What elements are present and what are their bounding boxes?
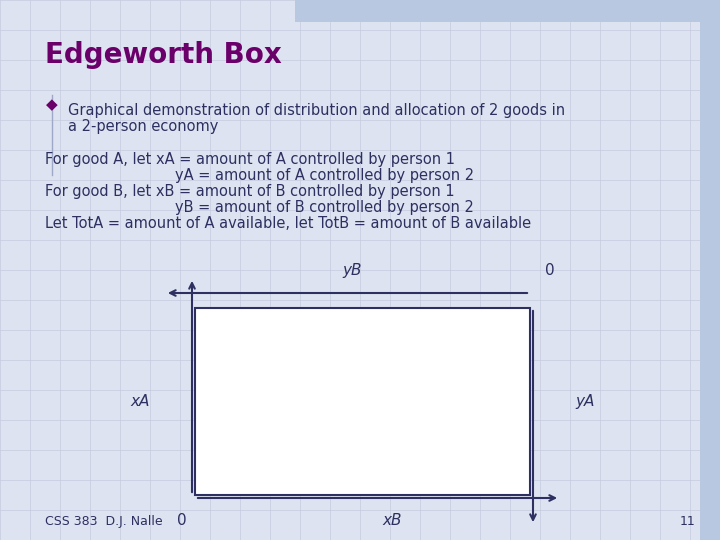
Text: 0: 0: [177, 513, 187, 528]
Text: CSS 383  D.J. Nalle: CSS 383 D.J. Nalle: [45, 515, 163, 528]
Text: Let TotA = amount of A available, let TotB = amount of B available: Let TotA = amount of A available, let To…: [45, 216, 531, 231]
Text: yB = amount of B controlled by person 2: yB = amount of B controlled by person 2: [175, 200, 474, 215]
Text: ◆: ◆: [46, 98, 58, 112]
Bar: [295, 0, 720, 22]
Text: For good A, let xA = amount of A controlled by person 1: For good A, let xA = amount of A control…: [45, 152, 455, 167]
Text: yA = amount of A controlled by person 2: yA = amount of A controlled by person 2: [175, 168, 474, 183]
Text: 11: 11: [679, 515, 695, 528]
Text: For good B, let xB = amount of B controlled by person 1: For good B, let xB = amount of B control…: [45, 184, 454, 199]
Text: yB: yB: [343, 263, 362, 278]
Text: xA: xA: [130, 394, 150, 409]
Text: 0: 0: [545, 263, 554, 278]
Text: a 2-person economy: a 2-person economy: [68, 119, 218, 134]
Text: yA: yA: [575, 394, 595, 409]
Text: xB: xB: [383, 513, 402, 528]
Text: Edgeworth Box: Edgeworth Box: [45, 41, 282, 69]
Bar: [700, 0, 720, 540]
Text: Graphical demonstration of distribution and allocation of 2 goods in: Graphical demonstration of distribution …: [68, 103, 565, 118]
Bar: [195, 308, 530, 495]
